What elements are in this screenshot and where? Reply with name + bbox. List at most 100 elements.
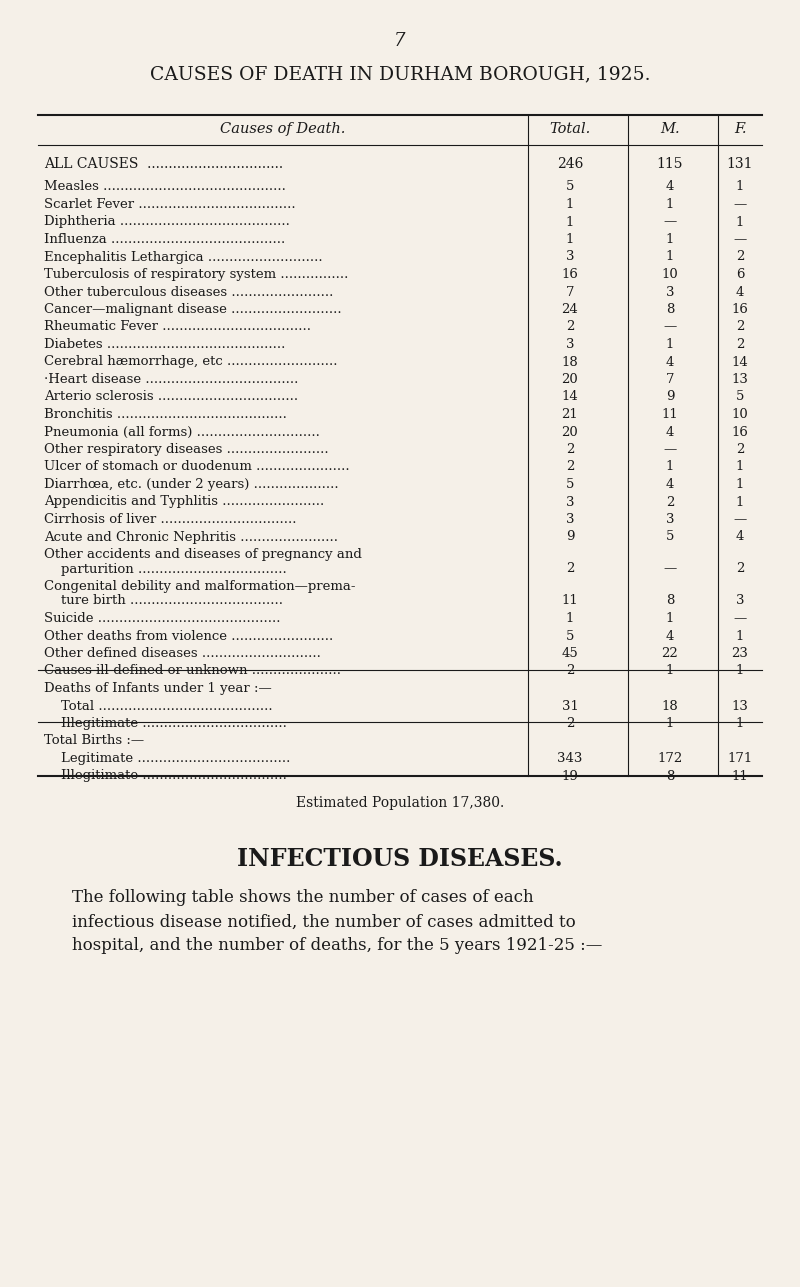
Text: Other accidents and diseases of pregnancy and: Other accidents and diseases of pregnanc…: [44, 548, 362, 561]
Text: parturition ...................................: parturition ............................…: [44, 562, 286, 575]
Text: 8: 8: [666, 302, 674, 317]
Text: 5: 5: [566, 629, 574, 642]
Text: 8: 8: [666, 595, 674, 607]
Text: 18: 18: [662, 700, 678, 713]
Text: 1: 1: [666, 664, 674, 677]
Text: Measles ...........................................: Measles ................................…: [44, 180, 286, 193]
Text: The following table shows the number of cases of each: The following table shows the number of …: [72, 889, 534, 906]
Text: 7: 7: [566, 286, 574, 299]
Text: 1: 1: [736, 180, 744, 193]
Text: Causes ill-defined or unknown .....................: Causes ill-defined or unknown ..........…: [44, 664, 341, 677]
Text: 171: 171: [727, 752, 753, 764]
Text: 18: 18: [562, 355, 578, 368]
Text: 4: 4: [666, 477, 674, 492]
Text: 1: 1: [666, 461, 674, 474]
Text: 3: 3: [566, 251, 574, 264]
Text: 1: 1: [566, 613, 574, 625]
Text: 5: 5: [566, 477, 574, 492]
Text: 172: 172: [658, 752, 682, 764]
Text: 4: 4: [666, 426, 674, 439]
Text: 2: 2: [736, 338, 744, 351]
Text: ture birth ....................................: ture birth .............................…: [44, 595, 283, 607]
Text: —: —: [663, 562, 677, 575]
Text: Arterio sclerosis .................................: Arterio sclerosis ......................…: [44, 390, 298, 404]
Text: 4: 4: [736, 286, 744, 299]
Text: 8: 8: [666, 770, 674, 782]
Text: 5: 5: [666, 530, 674, 543]
Text: 45: 45: [562, 647, 578, 660]
Text: 4: 4: [666, 180, 674, 193]
Text: 1: 1: [736, 461, 744, 474]
Text: 1: 1: [566, 198, 574, 211]
Text: 4: 4: [666, 629, 674, 642]
Text: —: —: [734, 233, 746, 246]
Text: 1: 1: [566, 233, 574, 246]
Text: Appendicitis and Typhlitis ........................: Appendicitis and Typhlitis .............…: [44, 495, 324, 508]
Text: 3: 3: [566, 495, 574, 508]
Text: 21: 21: [562, 408, 578, 421]
Text: 7: 7: [394, 32, 406, 50]
Text: 5: 5: [566, 180, 574, 193]
Text: Suicide ...........................................: Suicide ................................…: [44, 613, 281, 625]
Text: Rheumatic Fever ...................................: Rheumatic Fever ........................…: [44, 320, 311, 333]
Text: Other respiratory diseases ........................: Other respiratory diseases .............…: [44, 443, 329, 456]
Text: 1: 1: [566, 215, 574, 229]
Text: Deaths of Infants under 1 year :—: Deaths of Infants under 1 year :—: [44, 682, 272, 695]
Text: Acute and Chronic Nephritis .......................: Acute and Chronic Nephritis ............…: [44, 530, 338, 543]
Text: 3: 3: [736, 595, 744, 607]
Text: 1: 1: [666, 613, 674, 625]
Text: 13: 13: [731, 373, 749, 386]
Text: 16: 16: [731, 302, 749, 317]
Text: Other defined diseases ............................: Other defined diseases .................…: [44, 647, 321, 660]
Text: INFECTIOUS DISEASES.: INFECTIOUS DISEASES.: [237, 848, 563, 871]
Text: ·Heart disease ....................................: ·Heart disease .........................…: [44, 373, 298, 386]
Text: Total Births :—: Total Births :—: [44, 735, 144, 748]
Text: Pneumonia (all forms) .............................: Pneumonia (all forms) ..................…: [44, 426, 320, 439]
Text: 10: 10: [662, 268, 678, 281]
Text: Total.: Total.: [550, 122, 590, 136]
Text: Illegitimate ..................................: Illegitimate ...........................…: [44, 717, 287, 730]
Text: 13: 13: [731, 700, 749, 713]
Text: 131: 131: [726, 157, 754, 171]
Text: 20: 20: [562, 426, 578, 439]
Text: 3: 3: [566, 514, 574, 526]
Text: —: —: [663, 320, 677, 333]
Text: Cancer—malignant disease ..........................: Cancer—malignant disease ...............…: [44, 302, 342, 317]
Text: 23: 23: [731, 647, 749, 660]
Text: 1: 1: [666, 198, 674, 211]
Text: 9: 9: [566, 530, 574, 543]
Text: Diarrhœa, etc. (under 2 years) ....................: Diarrhœa, etc. (under 2 years) .........…: [44, 477, 338, 492]
Text: 14: 14: [562, 390, 578, 404]
Text: 1: 1: [666, 251, 674, 264]
Text: 115: 115: [657, 157, 683, 171]
Text: 24: 24: [562, 302, 578, 317]
Text: 1: 1: [666, 717, 674, 730]
Text: Estimated Population 17,380.: Estimated Population 17,380.: [296, 795, 504, 810]
Text: 2: 2: [566, 443, 574, 456]
Text: 2: 2: [666, 495, 674, 508]
Text: Bronchitis ........................................: Bronchitis .............................…: [44, 408, 287, 421]
Text: 3: 3: [666, 514, 674, 526]
Text: 11: 11: [732, 770, 748, 782]
Text: 3: 3: [666, 286, 674, 299]
Text: Influenza .........................................: Influenza ..............................…: [44, 233, 286, 246]
Text: 7: 7: [666, 373, 674, 386]
Text: 4: 4: [736, 530, 744, 543]
Text: 3: 3: [566, 338, 574, 351]
Text: 1: 1: [736, 664, 744, 677]
Text: —: —: [663, 215, 677, 229]
Text: Other deaths from violence ........................: Other deaths from violence .............…: [44, 629, 334, 642]
Text: 19: 19: [562, 770, 578, 782]
Text: 1: 1: [736, 495, 744, 508]
Text: Encephalitis Lethargica ...........................: Encephalitis Lethargica ................…: [44, 251, 322, 264]
Text: ALL CAUSES  ................................: ALL CAUSES .............................…: [44, 157, 283, 171]
Text: 1: 1: [736, 215, 744, 229]
Text: —: —: [734, 198, 746, 211]
Text: 5: 5: [736, 390, 744, 404]
Text: Cerebral hæmorrhage, etc ..........................: Cerebral hæmorrhage, etc ...............…: [44, 355, 338, 368]
Text: Ulcer of stomach or duodenum ......................: Ulcer of stomach or duodenum ...........…: [44, 461, 350, 474]
Text: 2: 2: [736, 251, 744, 264]
Text: 4: 4: [666, 355, 674, 368]
Text: Cirrhosis of liver ................................: Cirrhosis of liver .....................…: [44, 514, 297, 526]
Text: 1: 1: [736, 477, 744, 492]
